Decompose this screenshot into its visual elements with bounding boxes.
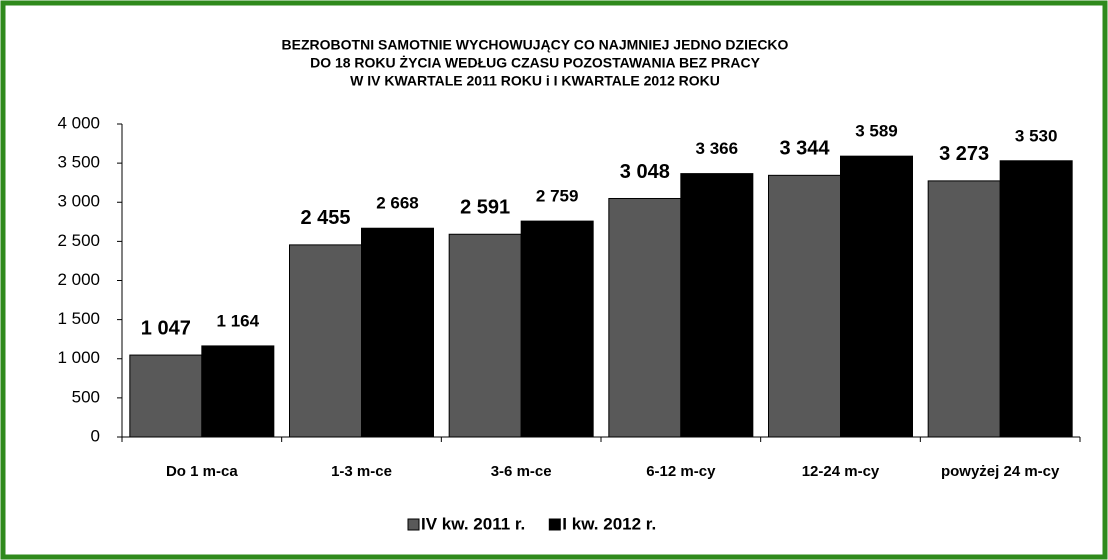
y-tick-label: 3 000 [57, 192, 100, 211]
legend-swatch [548, 518, 561, 531]
y-tick-label: 3 500 [57, 153, 100, 172]
y-tick-label: 2 500 [57, 231, 100, 250]
bar [448, 233, 522, 438]
chart-title: W IV KWARTALE 2011 ROKU i I KWARTALE 201… [350, 73, 720, 89]
value-label: 3 344 [779, 138, 830, 160]
x-tick-label: 12-24 m-cy [802, 463, 880, 480]
bar [520, 220, 594, 438]
chart-title: BEZROBOTNI SAMOTNIE WYCHOWUJĄCY CO NAJMN… [282, 37, 789, 53]
y-tick-label: 500 [72, 387, 100, 406]
value-label: 2 668 [376, 194, 419, 213]
legend-swatch [407, 518, 420, 531]
bar [840, 155, 913, 438]
bar [927, 180, 1001, 438]
value-label: 2 455 [300, 207, 350, 229]
bar [201, 345, 275, 438]
legend-label: IV kw. 2011 r. [421, 514, 525, 533]
y-tick-label: 0 [91, 426, 100, 445]
bar [680, 173, 754, 438]
value-label: 2 759 [536, 187, 579, 206]
value-label: 3 048 [620, 161, 670, 183]
value-label: 1 047 [141, 317, 191, 339]
value-label: 2 591 [460, 197, 510, 219]
bar [999, 160, 1073, 438]
value-label: 3 273 [939, 143, 989, 165]
bar [768, 174, 841, 438]
bar [289, 244, 362, 438]
legend-label: I kw. 2012 r. [562, 514, 656, 533]
chart-title: DO 18 ROKU ŻYCIA WEDŁUG CZASU POZOSTAWAN… [310, 55, 760, 71]
y-tick-label: 4 000 [57, 113, 100, 132]
y-tick-label: 1 000 [57, 348, 100, 367]
bar [129, 354, 203, 438]
value-label: 1 164 [217, 311, 260, 330]
value-label: 3 366 [696, 139, 739, 158]
x-tick-label: 6-12 m-cy [646, 463, 716, 480]
value-label: 3 589 [855, 122, 898, 141]
x-tick-label: 3-6 m-ce [491, 463, 552, 480]
y-tick-label: 2 000 [57, 270, 100, 289]
x-tick-label: powyżej 24 m-cy [941, 463, 1060, 480]
y-tick-label: 1 500 [57, 309, 100, 328]
bar [361, 227, 434, 438]
bar [608, 197, 682, 438]
x-tick-label: Do 1 m-ca [166, 463, 238, 480]
x-tick-label: 1-3 m-ce [331, 463, 392, 480]
value-label: 3 530 [1015, 126, 1058, 145]
